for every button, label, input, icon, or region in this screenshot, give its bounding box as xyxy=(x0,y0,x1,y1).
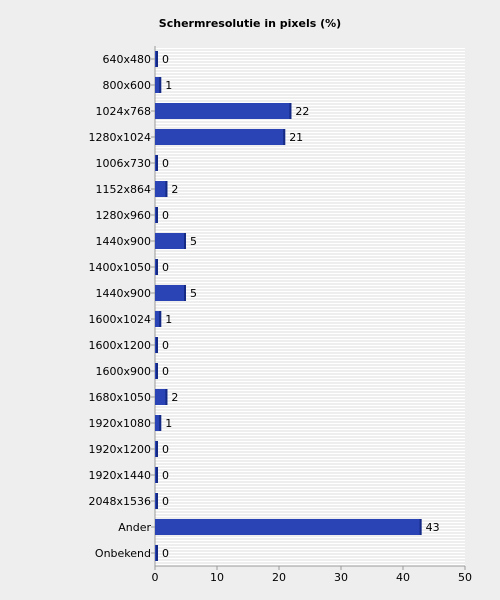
chart-title: Schermresolutie in pixels (%) xyxy=(158,17,342,30)
grid-lines xyxy=(155,46,465,564)
category-label: 1600x900 xyxy=(96,365,152,378)
data-label: 5 xyxy=(190,287,197,300)
category-label: 1920x1440 xyxy=(89,469,152,482)
bar xyxy=(155,207,158,223)
bar xyxy=(155,233,186,249)
bar xyxy=(155,389,168,405)
data-label: 1 xyxy=(165,313,172,326)
category-label: 1440x900 xyxy=(96,287,152,300)
data-label: 0 xyxy=(162,209,169,222)
bar xyxy=(155,363,158,379)
data-label: 5 xyxy=(190,235,197,248)
category-label: 1920x1200 xyxy=(89,443,152,456)
data-label: 22 xyxy=(295,105,309,118)
bar xyxy=(155,129,286,145)
x-tick-label: 50 xyxy=(458,571,472,584)
bar xyxy=(155,259,158,275)
x-tick-label: 0 xyxy=(152,571,159,584)
category-label: 800x600 xyxy=(102,79,151,92)
bar xyxy=(155,311,162,327)
data-label: 2 xyxy=(171,391,178,404)
data-label: 0 xyxy=(162,261,169,274)
category-label: 1680x1050 xyxy=(89,391,152,404)
category-label: 1280x1024 xyxy=(89,131,152,144)
data-label: 1 xyxy=(165,79,172,92)
bar xyxy=(155,467,158,483)
bar xyxy=(155,493,158,509)
data-label: 0 xyxy=(162,547,169,560)
bar xyxy=(155,51,158,67)
data-label: 2 xyxy=(171,183,178,196)
category-label: 1400x1050 xyxy=(89,261,152,274)
x-tick-label: 10 xyxy=(210,571,224,584)
bar xyxy=(155,415,162,431)
bar xyxy=(155,519,422,535)
category-label: 1600x1200 xyxy=(89,339,152,352)
data-label: 0 xyxy=(162,339,169,352)
category-label: 1920x1080 xyxy=(89,417,152,430)
category-label: 640x480 xyxy=(102,53,151,66)
bar xyxy=(155,77,162,93)
data-label: 21 xyxy=(289,131,303,144)
category-label: 1024x768 xyxy=(96,105,152,118)
category-label: 1440x900 xyxy=(96,235,152,248)
x-tick-label: 40 xyxy=(396,571,410,584)
data-label: 0 xyxy=(162,365,169,378)
bar xyxy=(155,337,158,353)
category-label: Ander xyxy=(118,521,151,534)
data-label: 1 xyxy=(165,417,172,430)
data-label: 0 xyxy=(162,443,169,456)
bar xyxy=(155,545,158,561)
data-label: 0 xyxy=(162,157,169,170)
bar xyxy=(155,285,186,301)
data-label: 0 xyxy=(162,53,169,66)
category-label: 2048x1536 xyxy=(89,495,152,508)
bar xyxy=(155,181,168,197)
x-tick-label: 20 xyxy=(272,571,286,584)
data-label: 43 xyxy=(426,521,440,534)
category-label: 1006x730 xyxy=(96,157,152,170)
category-label: Onbekend xyxy=(95,547,151,560)
category-label: 1152x864 xyxy=(96,183,152,196)
bar xyxy=(155,103,292,119)
bar xyxy=(155,441,158,457)
category-label: 1600x1024 xyxy=(89,313,152,326)
data-label: 0 xyxy=(162,469,169,482)
x-tick-label: 30 xyxy=(334,571,348,584)
category-label: 1280x960 xyxy=(96,209,152,222)
bar xyxy=(155,155,158,171)
data-label: 0 xyxy=(162,495,169,508)
